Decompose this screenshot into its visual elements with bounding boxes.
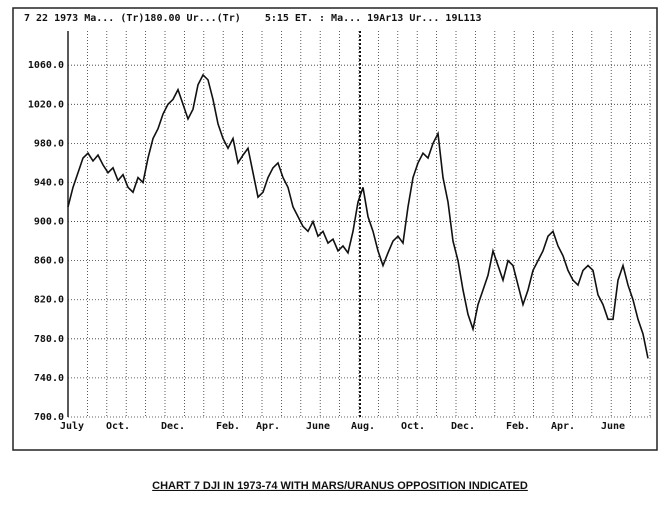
header: 7 22 1973 Ma... (Tr)180.00 Ur...(Tr) 5:1… (24, 13, 482, 24)
x-tick-label: June (306, 421, 330, 432)
y-tick-label: 1020.0 (28, 99, 64, 110)
x-tick-label: Feb. (506, 421, 530, 432)
caption: CHART 7 DJI IN 1973-74 WITH MARS/URANUS … (152, 480, 528, 492)
x-tick-label: Oct. (401, 421, 425, 432)
y-tick-label: 780.0 (34, 334, 64, 345)
x-tick-label: Dec. (161, 421, 185, 432)
x-tick-label: Oct. (106, 421, 130, 432)
y-tick-label: 900.0 (34, 217, 64, 228)
price-line (67, 73, 649, 359)
x-tick-label: July (60, 421, 84, 432)
x-tick-label: Apr. (256, 421, 280, 432)
y-tick-label: 860.0 (34, 256, 64, 267)
x-tick-label: Aug. (351, 421, 375, 432)
x-tick-label: Feb. (216, 421, 240, 432)
y-tick-label: 1060.0 (28, 60, 64, 71)
y-tick-label: 740.0 (34, 373, 64, 384)
frame (12, 7, 658, 451)
x-tick-label: June (601, 421, 625, 432)
y-tick-label: 980.0 (34, 138, 64, 149)
y-tick-label: 700.0 (34, 412, 64, 423)
x-tick-label: Dec. (451, 421, 475, 432)
y-tick-label: 940.0 (34, 177, 64, 188)
y-tick-label: 820.0 (34, 295, 64, 306)
x-tick-label: Apr. (551, 421, 575, 432)
